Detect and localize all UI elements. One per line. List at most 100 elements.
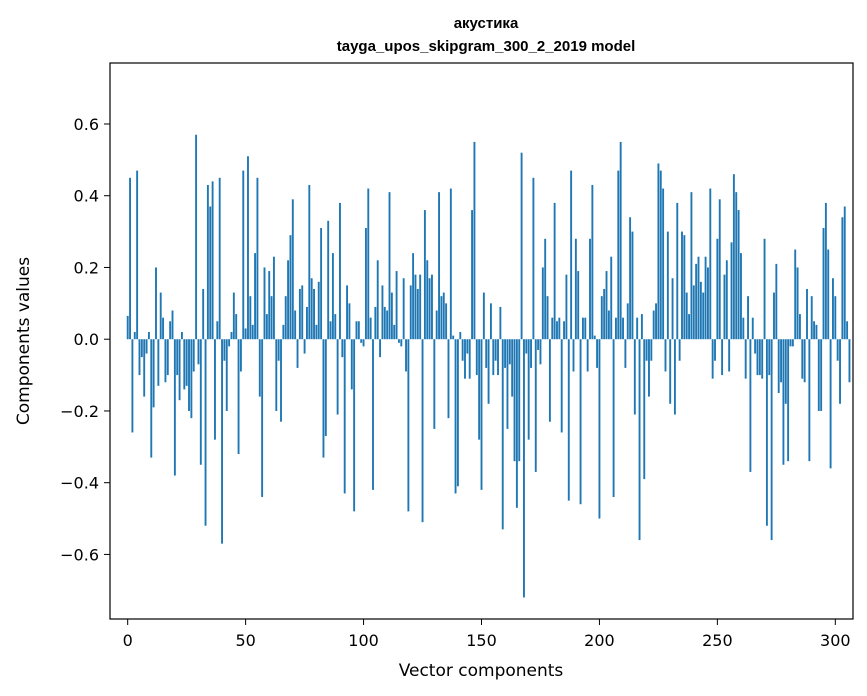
bar <box>324 339 327 437</box>
bar <box>633 339 636 415</box>
bar <box>631 231 634 340</box>
bar <box>284 296 287 340</box>
bar <box>459 332 462 340</box>
bar <box>801 339 804 379</box>
bar <box>214 339 216 440</box>
bar <box>343 339 346 494</box>
bar <box>803 339 806 383</box>
bar <box>662 188 665 340</box>
bar <box>511 339 514 397</box>
bar <box>331 253 334 340</box>
bar <box>228 339 231 347</box>
bar <box>551 317 554 340</box>
bar <box>308 184 311 340</box>
x-tick-label: 100 <box>348 631 379 650</box>
bar <box>648 339 650 397</box>
bar <box>685 292 688 340</box>
bar <box>706 267 709 340</box>
bar <box>296 339 299 368</box>
bar <box>735 192 738 340</box>
y-tick-label: 0.6 <box>74 115 99 134</box>
bar <box>449 188 452 340</box>
bar <box>414 274 417 340</box>
bar <box>287 260 290 340</box>
bar <box>532 177 535 340</box>
bar <box>364 228 367 340</box>
bar <box>202 288 205 340</box>
bar <box>596 339 599 368</box>
bar <box>435 310 438 340</box>
bar <box>206 184 209 340</box>
bar <box>421 339 424 523</box>
bar <box>376 260 379 340</box>
bar <box>341 339 344 358</box>
bar <box>655 303 657 340</box>
bar <box>751 317 754 340</box>
bar <box>303 339 306 354</box>
bar <box>409 285 412 340</box>
bar <box>678 339 681 361</box>
bar <box>183 339 186 390</box>
bar <box>428 278 431 340</box>
bar <box>577 271 580 340</box>
bar <box>223 339 226 361</box>
bar <box>813 321 816 340</box>
bar <box>426 260 429 340</box>
bar <box>704 256 707 340</box>
bar <box>197 339 200 365</box>
bar <box>291 199 294 340</box>
bar <box>256 177 259 340</box>
bar <box>320 228 323 340</box>
bar <box>185 339 188 386</box>
bar <box>798 314 801 340</box>
bar <box>591 184 594 340</box>
y-tick-label: −0.2 <box>60 402 99 421</box>
bar <box>787 339 790 462</box>
bar <box>624 339 627 368</box>
bar <box>275 339 278 411</box>
bar <box>494 339 497 361</box>
bar <box>848 339 851 383</box>
bar <box>525 339 528 354</box>
bar <box>199 339 202 465</box>
bar <box>188 339 190 411</box>
bar <box>782 339 785 465</box>
bar <box>209 206 212 340</box>
bar <box>407 339 410 512</box>
bar <box>362 339 365 347</box>
bar <box>593 335 596 340</box>
bar <box>489 303 492 340</box>
bar <box>126 315 129 340</box>
bar <box>652 310 655 340</box>
chart-subtitle: tayga_upos_skipgram_300_2_2019 model <box>337 38 636 55</box>
bar <box>277 339 280 361</box>
bar <box>405 339 407 372</box>
bar <box>605 271 608 340</box>
bar <box>683 235 686 340</box>
bar <box>402 278 405 340</box>
bar <box>671 278 674 340</box>
bar <box>447 339 450 419</box>
bar <box>143 339 146 397</box>
bar <box>440 296 443 340</box>
x-axis-ticks: 0 50 100 150 200 250 300 <box>123 619 851 650</box>
bar <box>518 339 521 462</box>
bar <box>806 288 808 340</box>
bar <box>261 339 264 498</box>
bar <box>221 339 223 544</box>
bar <box>711 339 714 379</box>
bar <box>556 321 558 340</box>
bar <box>530 339 532 368</box>
bar <box>775 263 778 340</box>
bar <box>563 321 565 340</box>
x-tick-label: 300 <box>820 631 851 650</box>
bar <box>350 339 353 390</box>
bar <box>294 310 297 340</box>
x-tick-label: 50 <box>235 631 255 650</box>
bar <box>626 303 629 340</box>
bar <box>770 339 773 541</box>
bar <box>827 249 830 340</box>
bar <box>541 267 544 340</box>
bar <box>523 339 525 598</box>
